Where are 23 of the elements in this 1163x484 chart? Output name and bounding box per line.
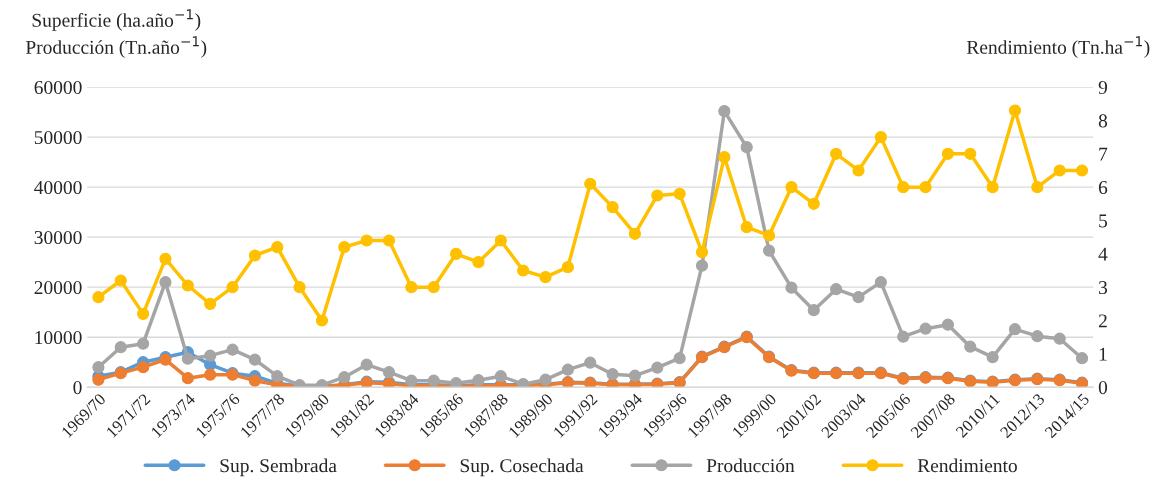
y2-tick-label: 1 [1099,347,1107,361]
y2-tick-label: 4 [1098,247,1108,261]
y-tick-label: 40000 [34,180,82,195]
y2-tick-label: 3 [1099,281,1108,295]
y2-axis-title: Rendimiento (Tn.ha$^{−1}$) [966,36,1150,58]
y2-tick-label: 7 [1099,147,1108,161]
y-tick-label: 10000 [35,331,82,345]
y-tick-label: 30000 [34,230,82,245]
legend-label: Producción [706,458,795,473]
y-axis-title: Superficie (ha.año$^{−1}$) Producción (Tn.año$^{−1}$) [25,9,207,58]
y2-tick-label: 2 [1098,314,1107,328]
y-tick-label: 0 [73,381,82,395]
legend-label: Sup. Cosechada [460,458,584,477]
y2-tick-label: 0 [1098,381,1108,395]
y-tick-label: 20000 [34,280,82,295]
y2-tick-label: 9 [1098,80,1108,95]
y-tick-label: 60000 [34,80,82,95]
y-tick-label: 50000 [34,130,82,145]
legend-label: Sup. Sembrada [220,458,337,477]
y2-tick-label: 6 [1098,181,1108,195]
legend-label: Rendimiento [917,458,1017,473]
y2-tick-label: 5 [1099,214,1108,228]
y2-tick-label: 8 [1098,114,1108,128]
